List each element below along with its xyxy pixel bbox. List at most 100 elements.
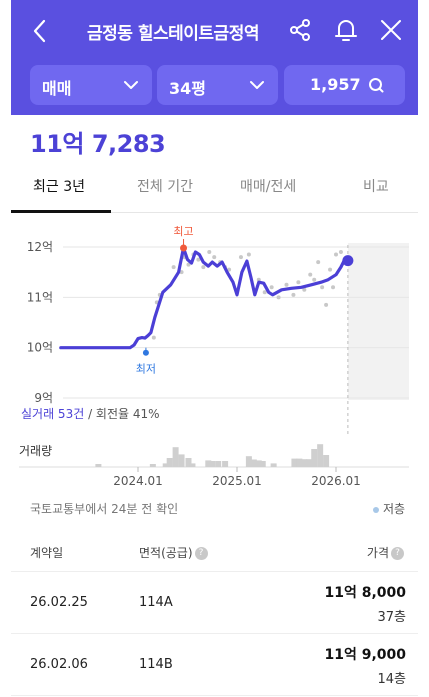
deal-point bbox=[207, 250, 212, 255]
deal-point bbox=[262, 290, 267, 295]
help-icon[interactable]: ? bbox=[194, 547, 208, 560]
legend-low-floor: 저층 bbox=[373, 500, 405, 517]
deal-point bbox=[196, 257, 201, 262]
deal-point bbox=[320, 285, 325, 290]
tab-compare[interactable]: 비교 bbox=[363, 179, 389, 195]
deal-point bbox=[246, 252, 251, 257]
y-tick-label: 9억 bbox=[34, 391, 53, 405]
volume-bar bbox=[291, 458, 298, 467]
volume-bar bbox=[166, 458, 173, 467]
tab-sale-jeonse[interactable]: 매매/전세 bbox=[240, 179, 297, 195]
min-label: 최저 bbox=[136, 363, 156, 376]
table-row[interactable]: 26.02.25 114A 11억 8,000 37층 bbox=[11, 572, 418, 634]
deal-stats: 실거래 53건 / 회전율 41% bbox=[21, 407, 160, 421]
deal-point bbox=[186, 262, 191, 267]
col-price: 가격? bbox=[367, 544, 404, 561]
period-tabs: 최근 3년 전체 기간 매매/전세 비교 bbox=[11, 165, 418, 213]
tab-recent-3y[interactable]: 최근 3년 bbox=[33, 179, 85, 195]
deal-point bbox=[296, 280, 301, 285]
share-icon bbox=[290, 19, 310, 41]
volume-bar bbox=[189, 463, 196, 467]
notification-button[interactable] bbox=[331, 15, 361, 45]
col-price-label: 가격 bbox=[366, 546, 389, 560]
deal-point bbox=[312, 277, 317, 282]
share-button[interactable] bbox=[286, 15, 316, 45]
future-area bbox=[347, 243, 409, 400]
deal-point bbox=[328, 267, 333, 272]
help-icon[interactable]: ? bbox=[391, 547, 404, 560]
volume-label: 거래량 bbox=[19, 444, 52, 458]
price-line bbox=[59, 246, 350, 350]
deal-area: 114A bbox=[139, 595, 173, 610]
turnover-rate: / 회전율 41% bbox=[88, 407, 159, 421]
deal-point bbox=[171, 265, 176, 270]
deal-point bbox=[212, 255, 217, 260]
deal-price: 11억 9,000 bbox=[324, 647, 406, 663]
close-icon bbox=[381, 20, 401, 40]
col-date: 계약일 bbox=[30, 546, 64, 560]
deal-point bbox=[334, 252, 338, 257]
min-point bbox=[142, 349, 149, 356]
max-point bbox=[180, 244, 188, 252]
deal-point bbox=[338, 250, 343, 255]
deal-point bbox=[284, 282, 289, 287]
volume-bar bbox=[301, 459, 308, 467]
table-row[interactable]: 26.02.06 114B 11억 9,000 14층 bbox=[11, 634, 418, 696]
volume-bar bbox=[245, 456, 252, 467]
deal-point bbox=[269, 285, 274, 290]
listings-button[interactable]: 1,957 bbox=[284, 65, 405, 105]
current-point bbox=[342, 255, 354, 267]
legend-label: 저층 bbox=[383, 502, 406, 516]
volume-bar bbox=[178, 454, 185, 467]
volume-bar bbox=[270, 463, 277, 467]
page-title: 금정동 힐스테이트금정역 bbox=[87, 24, 259, 44]
max-label: 최고 bbox=[173, 225, 193, 238]
close-button[interactable] bbox=[376, 15, 406, 45]
volume-bar bbox=[255, 460, 262, 467]
y-tick-label: 11억 bbox=[27, 290, 53, 304]
volume-bar bbox=[317, 444, 324, 467]
deal-point bbox=[151, 335, 156, 340]
col-area: 면적(공급)? bbox=[139, 544, 208, 561]
size-label: 34평 bbox=[169, 79, 206, 98]
legend-dot bbox=[373, 506, 379, 513]
deal-point bbox=[331, 285, 336, 290]
deal-point bbox=[238, 255, 243, 260]
volume-bar bbox=[185, 458, 192, 467]
chevron-down-icon bbox=[250, 81, 264, 89]
volume-bar bbox=[311, 449, 318, 467]
deal-point bbox=[291, 292, 296, 297]
search-icon bbox=[369, 78, 384, 93]
deal-point bbox=[256, 277, 261, 282]
volume-bar bbox=[250, 459, 257, 467]
deal-point bbox=[316, 260, 321, 265]
deal-point bbox=[308, 272, 313, 277]
current-price: 11억 7,283 bbox=[30, 130, 166, 158]
deal-point bbox=[201, 265, 206, 270]
x-tick-label: 2025.01 bbox=[212, 474, 262, 488]
volume-bar bbox=[95, 464, 102, 467]
deal-floor: 37층 bbox=[377, 610, 406, 625]
trade-type-label: 매매 bbox=[42, 79, 72, 98]
col-area-label: 면적(공급) bbox=[139, 546, 193, 560]
tab-all-period[interactable]: 전체 기간 bbox=[137, 179, 193, 195]
deal-area: 114B bbox=[139, 657, 173, 672]
y-tick-label: 12억 bbox=[27, 240, 53, 254]
chevron-down-icon bbox=[124, 81, 138, 89]
deal-date: 26.02.06 bbox=[30, 657, 88, 672]
trade-type-select[interactable]: 매매 bbox=[30, 65, 152, 105]
volume-bar bbox=[259, 461, 266, 467]
deal-date: 26.02.25 bbox=[30, 595, 88, 610]
x-tick-label: 2024.01 bbox=[113, 474, 163, 488]
size-select[interactable]: 34평 bbox=[157, 65, 278, 105]
volume-bar bbox=[323, 455, 330, 467]
volume-bar bbox=[306, 459, 313, 467]
deal-floor: 14층 bbox=[377, 672, 406, 687]
volume-bar bbox=[296, 458, 303, 467]
top-bar: 금정동 힐스테이트금정역 bbox=[11, 0, 418, 60]
volume-bar bbox=[172, 447, 179, 467]
volume-bar bbox=[209, 461, 216, 467]
back-button[interactable] bbox=[29, 18, 51, 44]
deal-point bbox=[324, 302, 329, 307]
